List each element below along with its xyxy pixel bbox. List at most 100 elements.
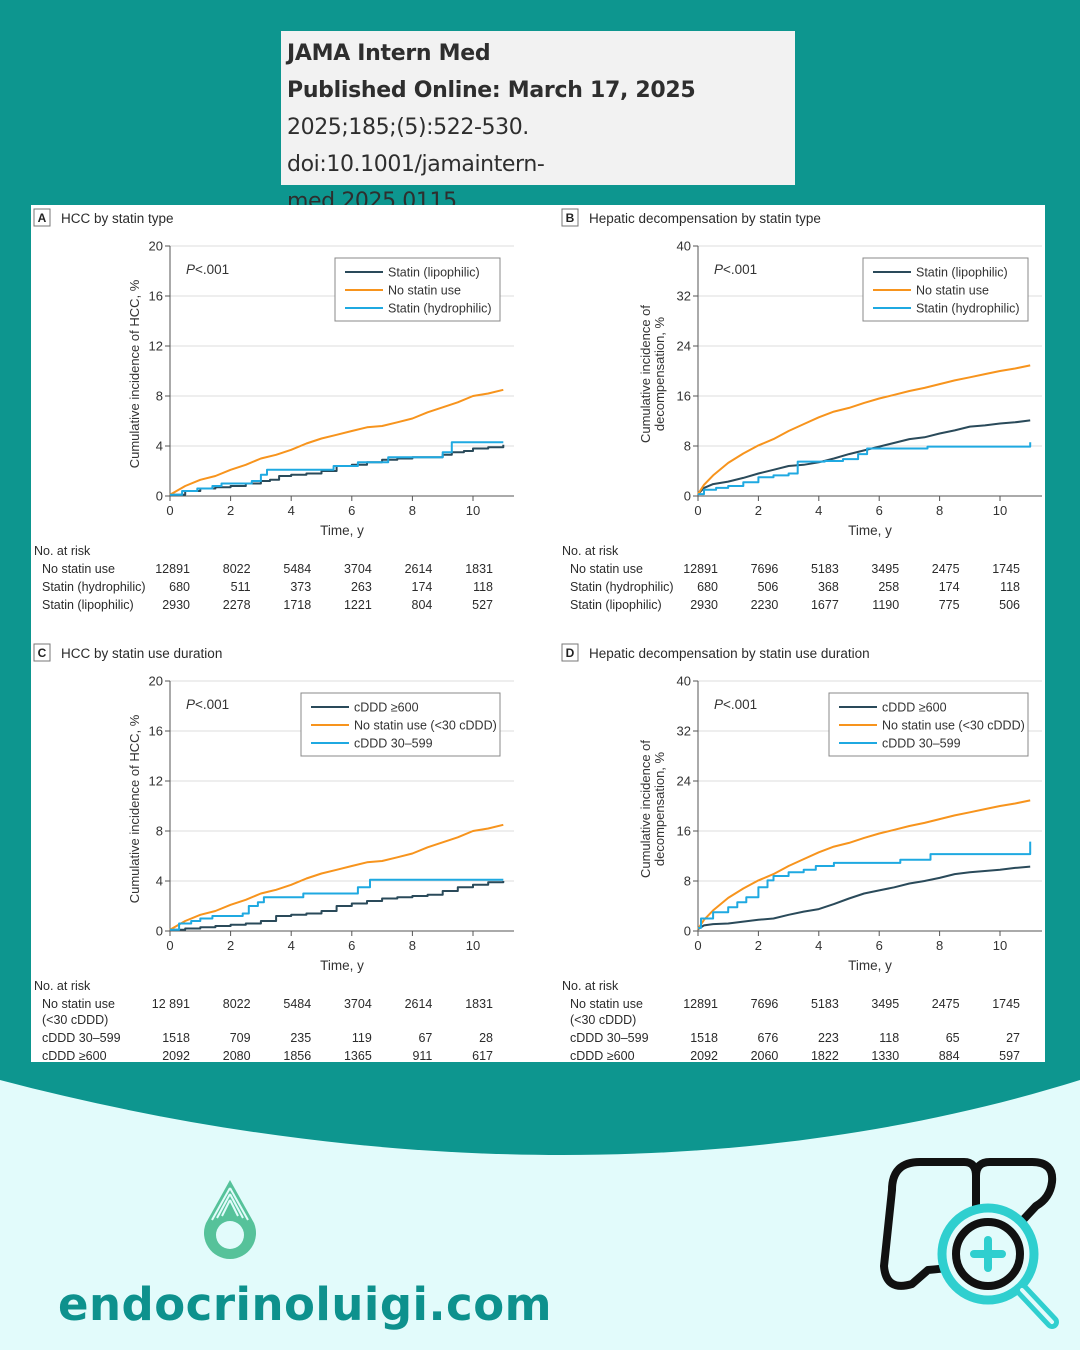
- y-tick-label: 16: [677, 824, 691, 839]
- x-tick-label: 2: [755, 503, 762, 518]
- at-risk-value: 119: [352, 1031, 372, 1045]
- y-tick-label: 0: [684, 924, 691, 939]
- x-axis-label: Time, y: [848, 523, 892, 538]
- y-tick-label: 4: [156, 874, 163, 889]
- legend-label: cDDD 30–599: [882, 737, 961, 751]
- x-tick-label: 0: [694, 938, 701, 953]
- at-risk-value: 2614: [405, 562, 433, 576]
- x-tick-label: 4: [288, 503, 295, 518]
- panel-letter: D: [566, 646, 575, 660]
- y-tick-label: 8: [156, 389, 163, 404]
- at-risk-value: 597: [999, 1049, 1020, 1062]
- panel-letter-box: [33, 643, 51, 662]
- at-risk-row-label: Statin (hydrophilic): [570, 580, 674, 594]
- series-line-2: [697, 799, 1031, 930]
- at-risk-value: 263: [351, 580, 372, 594]
- legend-label: Statin (hydrophilic): [388, 302, 492, 316]
- at-risk-value: 911: [412, 1049, 432, 1062]
- y-tick-label: 20: [149, 674, 163, 689]
- x-tick-label: 0: [166, 503, 173, 518]
- at-risk-value: 2092: [690, 1049, 718, 1062]
- at-risk-value: 8022: [223, 562, 251, 576]
- series-line-3: [698, 841, 1032, 929]
- panel-letter-box: [561, 208, 579, 227]
- at-risk-value: 5183: [811, 997, 839, 1011]
- x-tick-label: 6: [348, 938, 355, 953]
- at-risk-row-label: cDDD 30–599: [570, 1031, 649, 1045]
- y-axis-label-line1: Cumulative incidence of: [638, 305, 653, 443]
- y-tick-label: 16: [149, 289, 163, 304]
- at-risk-value: 174: [412, 580, 433, 594]
- at-risk-value: 2614: [405, 997, 433, 1011]
- x-axis-label: Time, y: [848, 958, 892, 973]
- x-axis-label: Time, y: [320, 958, 364, 973]
- at-risk-value: 7696: [751, 562, 779, 576]
- at-risk-value: 12891: [155, 562, 190, 576]
- x-tick-label: 2: [755, 938, 762, 953]
- series-line-2: [169, 823, 504, 931]
- x-tick-label: 0: [694, 503, 701, 518]
- series-line-2: [169, 388, 504, 496]
- y-tick-label: 0: [684, 489, 691, 504]
- x-tick-label: 0: [166, 938, 173, 953]
- x-tick-label: 10: [993, 938, 1007, 953]
- brand-url[interactable]: endocrinoluigi.com: [58, 1278, 553, 1331]
- y-tick-label: 8: [156, 824, 163, 839]
- at-risk-value: 2092: [162, 1049, 190, 1062]
- chart-panel-d: D Hepatic decompensation by statin use du…: [561, 643, 1042, 1062]
- at-risk-value: 676: [758, 1031, 779, 1045]
- p-value-annotation: P<.001: [186, 697, 229, 712]
- x-tick-label: 2: [227, 938, 234, 953]
- x-axis-label: Time, y: [320, 523, 364, 538]
- at-risk-value: 1190: [872, 598, 899, 612]
- at-risk-header: No. at risk: [34, 544, 91, 558]
- at-risk-value: 258: [878, 580, 899, 594]
- y-tick-label: 32: [677, 724, 691, 739]
- at-risk-value: 118: [473, 580, 493, 594]
- series-line-3: [170, 878, 504, 931]
- at-risk-value: 884: [939, 1049, 960, 1062]
- panel-letter: C: [38, 646, 47, 660]
- y-tick-label: 12: [149, 339, 163, 354]
- at-risk-value: 5183: [811, 562, 839, 576]
- legend-label: No statin use (<30 cDDD): [354, 719, 497, 733]
- y-tick-label: 4: [156, 439, 163, 454]
- panel-letter-box: [33, 208, 51, 227]
- p-value-annotation: P<.001: [714, 697, 757, 712]
- panel-letter-box: [561, 643, 579, 662]
- at-risk-value: 709: [230, 1031, 251, 1045]
- at-risk-value: 5484: [283, 562, 311, 576]
- y-tick-label: 0: [156, 489, 163, 504]
- at-risk-value: 680: [697, 580, 718, 594]
- at-risk-row-label: cDDD ≥600: [42, 1049, 107, 1062]
- journal-name: JAMA Intern Med: [287, 41, 491, 66]
- series-line-1: [697, 419, 1031, 495]
- series-line-1: [170, 444, 505, 496]
- legend-label: cDDD ≥600: [882, 701, 947, 715]
- at-risk-value: 28: [479, 1031, 493, 1045]
- legend-label: Statin (hydrophilic): [916, 302, 1020, 316]
- at-risk-value: 223: [818, 1031, 839, 1045]
- at-risk-value: 1831: [465, 562, 493, 576]
- x-tick-label: 4: [288, 938, 295, 953]
- series-line-1: [170, 881, 505, 931]
- x-tick-label: 8: [936, 503, 943, 518]
- at-risk-value: 2475: [932, 997, 960, 1011]
- at-risk-value: 3495: [871, 562, 899, 576]
- at-risk-value: 118: [879, 1031, 899, 1045]
- at-risk-header: No. at risk: [34, 979, 91, 993]
- y-axis-label: Cumulative incidence of HCC, %: [127, 279, 142, 468]
- at-risk-value: 368: [818, 580, 839, 594]
- y-tick-label: 32: [677, 289, 691, 304]
- y-axis-label-line2: decompensation, %: [652, 316, 667, 431]
- citation-reference-line1: 2025;185;(5):522-530. doi:10.1001/jamain…: [287, 115, 545, 177]
- chart-title: Hepatic decompensation by statin use dur…: [589, 646, 870, 661]
- series-line-1: [697, 865, 1031, 930]
- at-risk-value: 65: [946, 1031, 960, 1045]
- at-risk-value: 174: [939, 580, 960, 594]
- at-risk-value: 8022: [223, 997, 251, 1011]
- at-risk-value: 1518: [690, 1031, 718, 1045]
- at-risk-header: No. at risk: [562, 979, 619, 993]
- chart-panel-b: B Hepatic decompensation by statin type 0 8…: [561, 208, 1042, 612]
- at-risk-value: 5484: [283, 997, 311, 1011]
